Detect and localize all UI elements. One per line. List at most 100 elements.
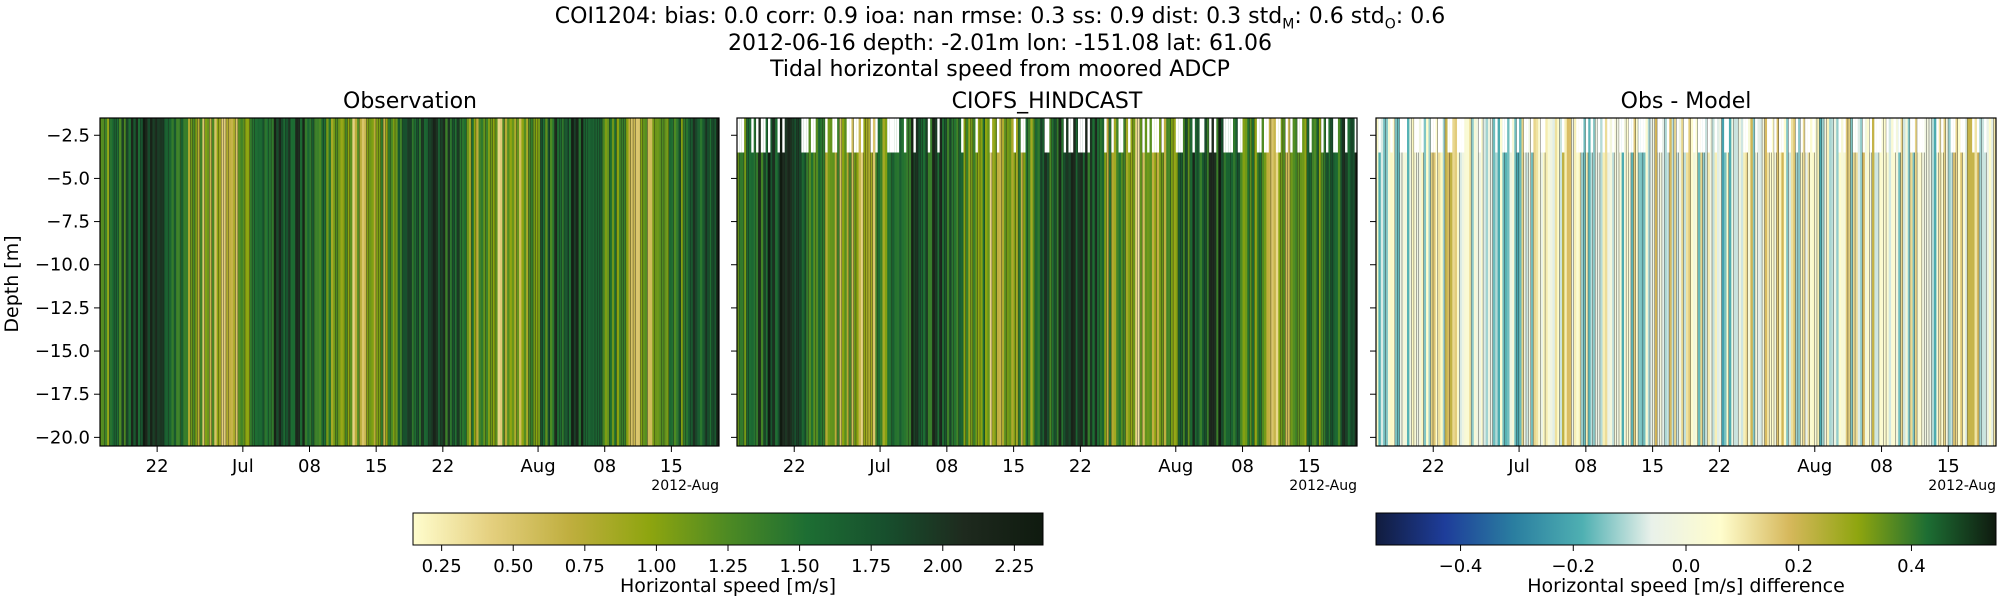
heatmap-column — [1202, 118, 1205, 446]
missing-near-surface — [1399, 118, 1403, 153]
heatmap-column — [1035, 118, 1038, 446]
missing-near-surface — [1686, 118, 1689, 153]
missing-near-surface — [1020, 118, 1024, 153]
data-gap-line — [1673, 118, 1675, 446]
heatmap-column — [1934, 118, 1937, 446]
data-gap-line — [394, 118, 396, 446]
heatmap-column — [1266, 118, 1270, 446]
missing-near-surface — [1879, 118, 1882, 153]
heatmap-column — [1695, 118, 1699, 446]
data-gap-line — [1258, 118, 1260, 446]
heatmap-column — [433, 118, 436, 446]
heatmap-column — [1945, 118, 1949, 446]
missing-near-surface — [737, 118, 740, 153]
heatmap-column — [607, 118, 610, 446]
heatmap-column — [1554, 118, 1558, 446]
data-gap-line — [1211, 118, 1212, 446]
heatmap-column — [779, 118, 783, 446]
heatmap-column — [1159, 118, 1162, 446]
heatmap-column — [1976, 118, 1980, 446]
missing-near-surface — [1676, 118, 1680, 153]
heatmap-column — [1008, 118, 1012, 446]
data-gap-line — [1332, 118, 1334, 446]
heatmap-column — [753, 118, 757, 446]
missing-near-surface — [846, 118, 850, 153]
heatmap-column — [1666, 118, 1670, 446]
heatmap-column — [1826, 118, 1830, 446]
heatmap-column — [645, 118, 648, 446]
heatmap-column — [1759, 118, 1763, 446]
heatmap-column — [1316, 118, 1320, 446]
missing-near-surface — [1590, 118, 1594, 153]
heatmap-column — [511, 118, 515, 446]
heatmap-column — [1488, 118, 1491, 446]
heatmap-column — [1190, 118, 1193, 446]
data-gap-line — [1659, 118, 1661, 446]
heatmap-column — [1221, 118, 1224, 446]
data-gap-line — [1683, 118, 1685, 446]
heatmap-column — [388, 118, 391, 446]
heatmap-column — [887, 118, 890, 446]
heatmap-column — [635, 118, 639, 446]
heatmap-column — [1116, 118, 1119, 446]
heatmap-column — [1066, 118, 1069, 446]
heatmap-column — [1719, 118, 1723, 446]
heatmap-column — [1440, 118, 1444, 446]
missing-near-surface — [1936, 118, 1940, 153]
heatmap-column — [1762, 118, 1765, 446]
heatmap-column — [1402, 118, 1405, 446]
heatmap-column — [602, 118, 606, 446]
data-gap-line — [1280, 118, 1282, 446]
data-gap-line — [270, 118, 272, 446]
x-tick-label: 08 — [593, 456, 616, 477]
data-gap-line — [489, 118, 491, 446]
heatmap-column — [830, 118, 833, 446]
data-gap-line — [599, 118, 601, 446]
data-gap-line — [470, 118, 472, 446]
heatmap-column — [1173, 118, 1177, 446]
data-gap-line — [1761, 118, 1763, 446]
heatmap-column — [870, 118, 874, 446]
data-gap-line — [1814, 118, 1816, 446]
heatmap-column — [1595, 118, 1599, 446]
data-gap-line — [1580, 118, 1582, 446]
data-gap-line — [738, 118, 740, 446]
heatmap-column — [107, 118, 110, 446]
data-gap-line — [454, 118, 456, 446]
missing-near-surface — [1068, 118, 1072, 153]
data-gap-line — [1768, 118, 1770, 446]
heatmap-column — [1311, 118, 1315, 446]
data-gap-line — [922, 118, 924, 446]
data-gap-line — [1189, 118, 1191, 446]
heatmap-column — [1702, 118, 1706, 446]
heatmap-column — [1588, 118, 1591, 446]
heatmap-column — [183, 118, 187, 446]
data-gap-line — [1597, 118, 1599, 446]
heatmap-column — [737, 118, 740, 446]
data-gap-line — [1418, 118, 1420, 446]
heatmap-column — [970, 118, 974, 446]
data-gap-line — [623, 118, 625, 446]
heatmap-column — [1573, 118, 1577, 446]
data-gap-line — [492, 118, 494, 446]
heatmap-column — [673, 118, 677, 446]
heatmap-column — [765, 118, 769, 446]
data-gap-line — [344, 118, 346, 446]
heatmap-column — [1540, 118, 1544, 446]
heatmap-column — [488, 118, 491, 446]
heatmap-column — [519, 118, 522, 446]
data-gap-line — [451, 118, 453, 446]
missing-near-surface — [1726, 118, 1730, 153]
data-gap-line — [1954, 118, 1956, 446]
heatmap-column — [1528, 118, 1532, 446]
data-gap-line — [848, 118, 850, 446]
data-gap-line — [1084, 118, 1086, 446]
data-gap-line — [1160, 118, 1162, 446]
missing-near-surface — [1228, 118, 1231, 153]
missing-near-surface — [1607, 118, 1610, 153]
heatmap-column — [913, 118, 917, 446]
data-gap-line — [1816, 118, 1818, 446]
heatmap-column — [1304, 118, 1308, 446]
heatmap-column — [123, 118, 127, 446]
